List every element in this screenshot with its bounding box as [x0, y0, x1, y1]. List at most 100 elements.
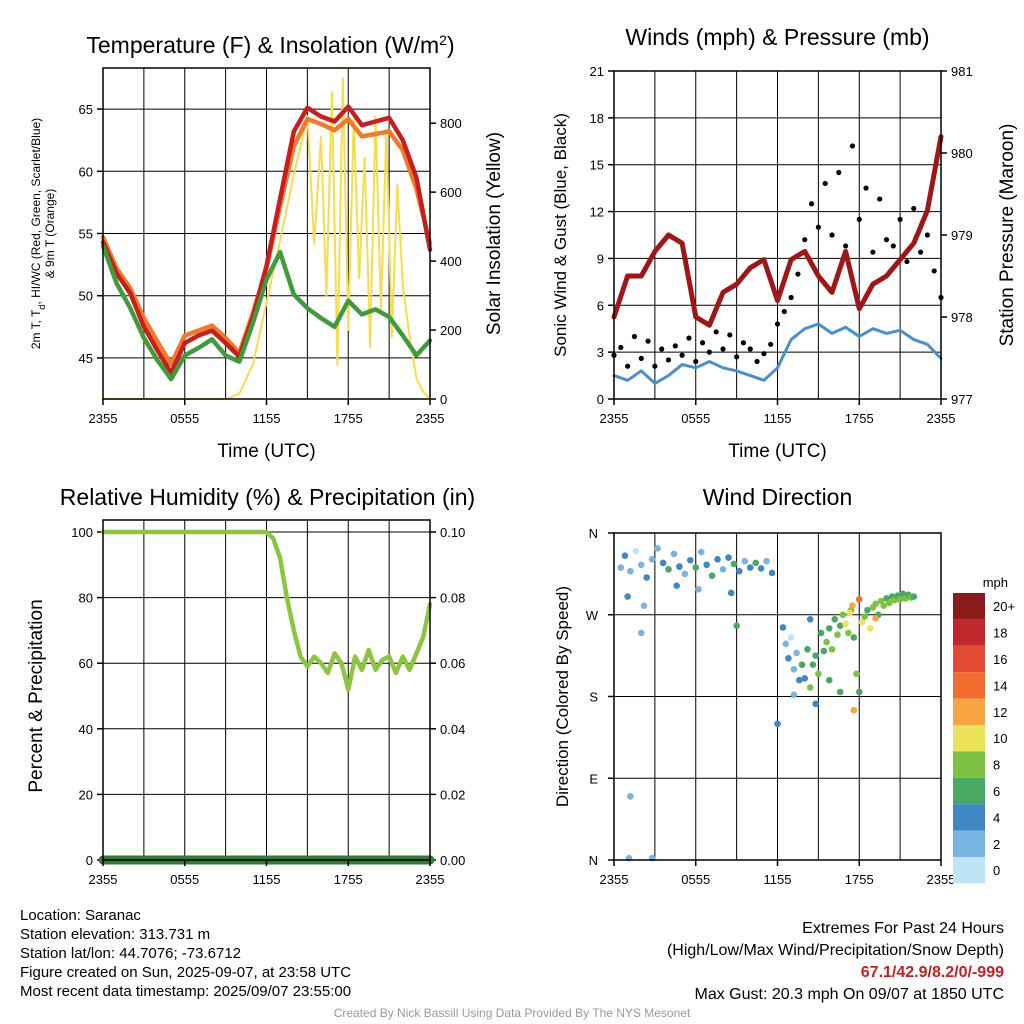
winds-y-tick-label: 9 — [597, 251, 604, 266]
wdir-point — [864, 606, 871, 614]
rh-y-right-tick-label: 0.02 — [440, 787, 465, 802]
winds-y-right-tick-label: 977 — [951, 392, 973, 407]
wdir-point — [617, 564, 625, 571]
winds-y-tick-label: 15 — [590, 158, 604, 173]
winds-gust-point — [679, 352, 685, 358]
wdir-point — [858, 618, 866, 626]
rh-y-tick-label: 60 — [79, 656, 93, 671]
winds-x-tick-label: 2355 — [600, 411, 629, 426]
colorbar-title: mph — [983, 575, 1008, 590]
rh-y-tick-label: 20 — [79, 787, 93, 802]
rh-y-right-tick-label: 0.10 — [440, 525, 465, 540]
temp-x-tick-label: 1755 — [334, 411, 363, 426]
winds-gust-point — [625, 363, 631, 369]
temp-series-2m-t — [100, 104, 433, 376]
extremes-values: 67.1/42.9/8.2/0/-999 — [860, 964, 1004, 981]
winds-y-right-tick-label: 978 — [951, 310, 973, 325]
wdir-point — [820, 647, 828, 655]
wdir-point — [845, 629, 852, 637]
rh-y-right-tick-label: 0.08 — [440, 591, 465, 606]
wdir-point — [846, 609, 854, 617]
colorbar-swatch — [953, 593, 985, 620]
wdir-point — [834, 631, 841, 639]
wdir-point — [621, 552, 629, 560]
wdir-point — [752, 559, 759, 567]
wdir-point — [839, 611, 847, 619]
wdir-point — [719, 566, 727, 573]
wdir-point — [733, 622, 740, 629]
rh-y-tick-label: 0 — [86, 853, 93, 868]
wdir-point — [850, 706, 858, 714]
colorbar-swatch — [953, 672, 985, 699]
winds-gust-point — [781, 308, 787, 315]
wdir-point — [825, 676, 833, 684]
wdir-point — [872, 600, 879, 608]
rh-y-right-tick-label: 0.04 — [440, 722, 465, 737]
winds-gust-point — [802, 237, 808, 243]
wdir-x-tick-label: 2355 — [927, 872, 956, 887]
wdir-x-tick-label: 2355 — [600, 872, 629, 887]
wdir-point — [774, 720, 781, 728]
winds-gust-point — [924, 232, 930, 238]
winds-gust-point — [740, 340, 747, 346]
wdir-point — [627, 793, 634, 800]
winds-gust-point — [693, 358, 699, 365]
wdir-point — [836, 622, 844, 629]
winds-gust-point — [720, 346, 726, 352]
wdir-x-tick-label: 1755 — [845, 872, 874, 887]
winds-gust-point — [911, 205, 917, 212]
wdir-y-tick-label: N — [589, 526, 598, 541]
winds-gust-point — [665, 357, 672, 363]
winds-gust-point — [870, 249, 876, 255]
temp-y-tick-label: 55 — [79, 227, 93, 242]
wdir-point — [790, 691, 798, 698]
wdir-point — [640, 602, 648, 609]
winds-gust-point — [686, 335, 692, 341]
winds-gust-point — [788, 294, 794, 301]
temp-y-right-tick-label: 200 — [440, 323, 462, 338]
figure-created: Figure created on Sun, 2025-09-07, at 23… — [20, 964, 352, 981]
wdir-point — [896, 596, 904, 603]
colorbar-swatch — [953, 751, 985, 778]
winds-y-tick-label: 21 — [590, 64, 604, 79]
wdir-point — [692, 564, 700, 571]
wdir-point — [648, 556, 656, 563]
station-elevation: Station elevation: 313.731 m — [20, 926, 211, 943]
temp-ylabel-part: , HI/WC (Red, Green, Scarlet/Blue) — [29, 118, 43, 305]
rh-x-tick-label: 2355 — [416, 872, 445, 887]
wdir-point — [757, 565, 765, 572]
winds-gust-point — [761, 351, 767, 357]
wdir-point — [785, 655, 792, 662]
colorbar-label: 14 — [993, 678, 1007, 693]
wdir-point — [812, 700, 819, 708]
wdir-y-tick-label: W — [586, 608, 599, 623]
temp-x-tick-label: 2355 — [416, 411, 445, 426]
wdir-point — [861, 613, 868, 620]
rh-x-tick-label: 1755 — [334, 872, 363, 887]
winds-gust-point — [815, 224, 821, 230]
winds-x-tick-label: 1155 — [764, 411, 792, 426]
wdir-point — [779, 624, 787, 631]
wdir-point — [790, 665, 798, 673]
temp-y-tick-label: 65 — [79, 102, 93, 117]
wdir-point — [828, 645, 836, 653]
temp-y-axis-label: 2m T, Td, HI/WC (Red, Green, Scarlet/Blu… — [29, 118, 47, 349]
winds-x-tick-label: 2355 — [927, 411, 956, 426]
temp-y-right-tick-label: 0 — [440, 392, 447, 407]
wdir-point — [697, 548, 705, 556]
winds-gust-point — [877, 196, 883, 202]
station-info: Location: Saranac Station elevation: 313… — [20, 906, 351, 1001]
winds-gust-point — [822, 180, 828, 187]
wdir-point — [687, 556, 694, 564]
rh-x-tick-label: 0555 — [170, 872, 199, 887]
wdir-point — [637, 629, 645, 637]
winds-gust-point — [645, 338, 651, 344]
winds-gust-point — [747, 346, 753, 352]
winds-y-tick-label: 0 — [597, 392, 604, 407]
wdir-point — [727, 589, 735, 597]
temp-y-right-tick-label: 800 — [440, 116, 462, 131]
wdir-point — [730, 560, 738, 568]
wdir-point — [746, 564, 754, 571]
wdir-point — [836, 688, 844, 696]
